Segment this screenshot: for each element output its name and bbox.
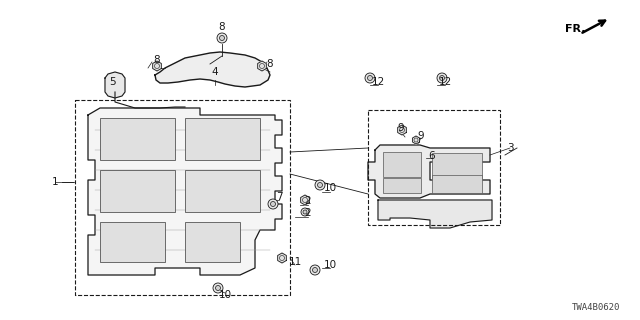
Circle shape bbox=[217, 33, 227, 43]
Bar bbox=[368, 110, 500, 225]
Text: 10: 10 bbox=[218, 290, 232, 300]
Polygon shape bbox=[105, 72, 125, 98]
Bar bbox=[185, 118, 260, 160]
Polygon shape bbox=[153, 61, 161, 71]
Circle shape bbox=[213, 283, 223, 293]
Circle shape bbox=[365, 73, 375, 83]
Circle shape bbox=[268, 199, 278, 209]
Bar bbox=[432, 175, 482, 193]
Text: 6: 6 bbox=[429, 151, 435, 161]
Circle shape bbox=[440, 76, 445, 81]
Text: 5: 5 bbox=[109, 77, 115, 87]
Circle shape bbox=[310, 265, 320, 275]
Text: 3: 3 bbox=[507, 143, 513, 153]
Circle shape bbox=[312, 268, 317, 273]
Text: 8: 8 bbox=[219, 22, 225, 32]
Text: 11: 11 bbox=[289, 257, 301, 267]
Bar bbox=[383, 152, 421, 177]
Polygon shape bbox=[278, 253, 286, 263]
Bar bbox=[100, 118, 175, 160]
Circle shape bbox=[317, 182, 323, 188]
Bar bbox=[100, 222, 165, 262]
Text: 8: 8 bbox=[154, 55, 160, 65]
Text: 1: 1 bbox=[52, 177, 58, 187]
Bar bbox=[75, 100, 290, 295]
Circle shape bbox=[271, 202, 275, 206]
Polygon shape bbox=[397, 125, 406, 135]
Circle shape bbox=[216, 285, 221, 291]
Polygon shape bbox=[155, 52, 270, 87]
Polygon shape bbox=[378, 200, 492, 228]
Circle shape bbox=[301, 208, 309, 216]
Text: TWA4B0620: TWA4B0620 bbox=[572, 303, 620, 312]
Circle shape bbox=[315, 180, 325, 190]
Bar bbox=[383, 178, 421, 193]
Bar bbox=[185, 170, 260, 212]
Text: 9: 9 bbox=[397, 123, 404, 133]
Bar bbox=[432, 153, 482, 178]
Text: 7: 7 bbox=[276, 192, 282, 202]
Text: 2: 2 bbox=[305, 196, 311, 206]
Text: 2: 2 bbox=[305, 208, 311, 218]
Polygon shape bbox=[413, 136, 419, 144]
Text: FR.: FR. bbox=[565, 24, 586, 34]
Text: 12: 12 bbox=[371, 77, 385, 87]
Text: 9: 9 bbox=[418, 131, 424, 141]
Polygon shape bbox=[258, 61, 266, 71]
Circle shape bbox=[303, 210, 307, 214]
Text: 4: 4 bbox=[212, 67, 218, 77]
Circle shape bbox=[437, 73, 447, 83]
Circle shape bbox=[367, 76, 372, 81]
Circle shape bbox=[220, 36, 225, 41]
Text: 12: 12 bbox=[438, 77, 452, 87]
Polygon shape bbox=[368, 145, 490, 198]
Text: 8: 8 bbox=[267, 59, 273, 69]
Polygon shape bbox=[301, 195, 309, 205]
Text: 10: 10 bbox=[323, 183, 337, 193]
Bar bbox=[185, 222, 240, 262]
Bar bbox=[100, 170, 175, 212]
Text: 10: 10 bbox=[323, 260, 337, 270]
Polygon shape bbox=[88, 108, 282, 275]
